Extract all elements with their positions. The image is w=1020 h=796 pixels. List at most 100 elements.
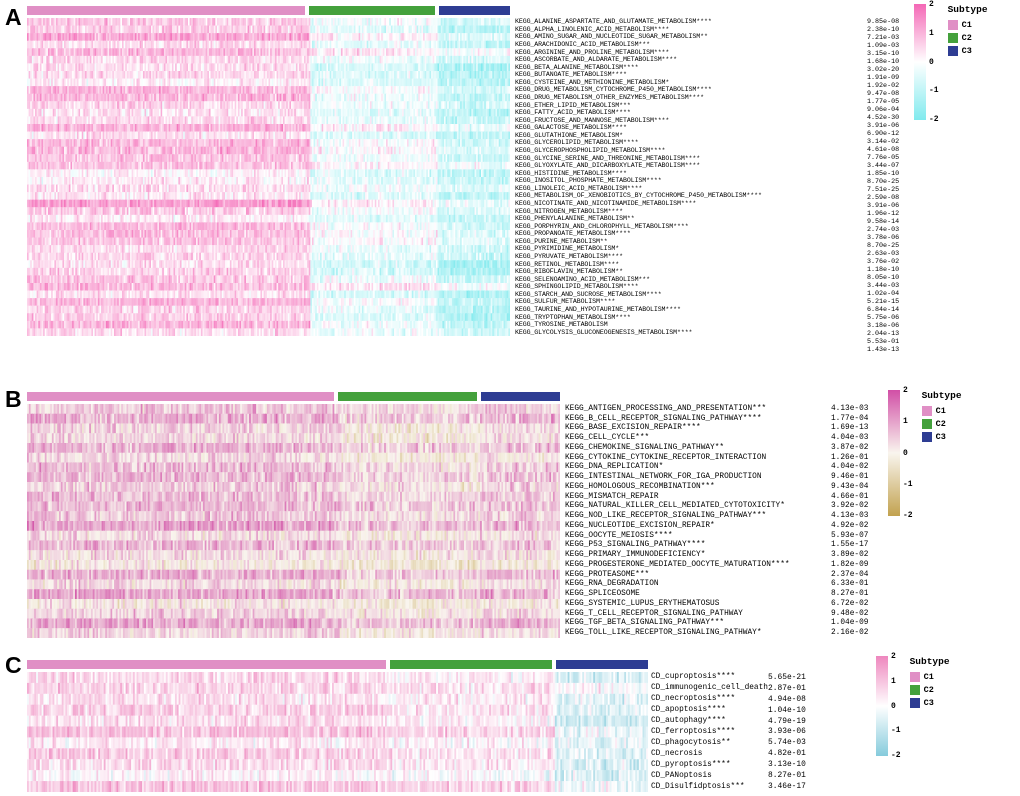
pathway-row-pvalue: 3.92e-02 xyxy=(831,502,869,511)
pathway-row-label: CD_pyroptosis**** xyxy=(651,760,731,769)
legend-swatch-C2 xyxy=(947,32,958,43)
pathway-row-pvalue: 3.46e-17 xyxy=(768,782,806,792)
pathway-row-label: CD_necroptosis**** xyxy=(651,695,736,704)
pathway-row-label: CD_Disulfidptosis*** xyxy=(651,782,745,791)
pathway-row-label: KEGG_GLUTATHIONE_METABOLISM* xyxy=(515,131,623,139)
pathway-row-pvalue: 7.76e-05 xyxy=(867,154,900,162)
pathway-row-pvalue: 1.92e-02 xyxy=(867,82,900,90)
pathway-row-label: KEGG_SULFUR_METABOLISM**** xyxy=(515,298,616,306)
colorbar-tick-label: 2 xyxy=(891,652,896,661)
pathway-row-pvalue: 9.85e-08 xyxy=(867,18,900,26)
panel-b: B KEGG_ANTIGEN_PROCESSING_AND_PRESENTATI… xyxy=(0,386,1020,648)
pathway-row-label: KEGG_INOSITOL_PHOSPHATE_METABOLISM**** xyxy=(515,177,662,185)
subtype-bar xyxy=(27,660,648,669)
legend-items: C1 C2 C3 xyxy=(921,405,962,442)
pathway-row-label: KEGG_PYRIMIDINE_METABOLISM* xyxy=(515,245,620,253)
pathway-row-label: KEGG_TOLL_LIKE_RECEPTOR_SIGNALING_PATHWA… xyxy=(565,629,762,638)
panel-label-c: C xyxy=(5,652,22,678)
pathway-row-label: CD_phagocytosis** xyxy=(651,738,731,747)
pathway-row-pvalue: 6.90e-12 xyxy=(867,130,900,138)
pathway-row-label: KEGG_DRUG_METABOLISM_OTHER_ENZYMES_METAB… xyxy=(515,93,704,101)
pathway-row-pvalue: 6.33e-01 xyxy=(831,580,869,589)
legend-swatch-C3 xyxy=(947,45,958,56)
pathway-row-pvalue: 3.14e-02 xyxy=(867,138,900,146)
pathway-row-pvalue: 4.66e-01 xyxy=(831,492,869,501)
pathway-row-label: CD_cuproptosis**** xyxy=(651,673,736,682)
heatmap-canvas xyxy=(27,404,560,638)
legend-items: C1 C2 C3 xyxy=(909,671,950,708)
pathway-row-label: KEGG_SPLICEOSOME xyxy=(565,590,640,599)
legend-item-label: C3 xyxy=(935,431,946,442)
pathway-row-pvalue: 1.04e-09 xyxy=(831,619,869,628)
pathway-row-label: KEGG_CYTOKINE_CYTOKINE_RECEPTOR_INTERACT… xyxy=(565,453,767,462)
pathway-row-label: KEGG_ETHER_LIPID_METABOLISM*** xyxy=(515,101,631,109)
subtype-bar-segment-C1 xyxy=(27,660,386,669)
pathway-row-pvalue: 8.05e-10 xyxy=(867,274,900,282)
pathway-row-pvalue: 4.92e-02 xyxy=(831,521,869,530)
pathway-row-label: KEGG_DNA_REPLICATION* xyxy=(565,463,664,472)
legend-title: Subtype xyxy=(921,390,962,401)
pathway-row-pvalue: 2.87e-01 xyxy=(768,683,806,693)
pathway-row-label: KEGG_CELL_CYCLE*** xyxy=(565,434,650,443)
colorbar-group: 2 1 0 -1 -2 xyxy=(914,0,939,124)
heatmap-canvas xyxy=(27,672,648,792)
pathway-row-label: KEGG_RNA_DEGRADATION xyxy=(565,580,659,589)
legend-item-C1: C1 xyxy=(909,671,950,682)
pathway-row-label: KEGG_HOMOLOGOUS_RECOMBINATION*** xyxy=(565,482,715,491)
pathway-row-label: KEGG_P53_SIGNALING_PATHWAY**** xyxy=(565,541,706,550)
panel-a: A KEGG_ALANINE_ASPARTATE_AND_GLUTAMATE_M… xyxy=(0,0,1020,354)
pathway-row-label: KEGG_DRUG_METABOLISM_CYTOCHROME_P450_MET… xyxy=(515,86,712,94)
pathway-row-pvalue: 4.61e-08 xyxy=(867,146,900,154)
legend-item-label: C1 xyxy=(923,671,934,682)
legend-item-C2: C2 xyxy=(947,32,988,43)
colorbar-tick-label: -2 xyxy=(903,511,913,520)
pathway-row-label: KEGG_PROTEASOME*** xyxy=(565,570,650,579)
pathway-row-label: KEGG_TYROSINE_METABOLISM xyxy=(515,321,608,329)
colorbar-tick-label: 0 xyxy=(929,57,934,67)
pathway-row-label: KEGG_TRYPTOPHAN_METABOLISM**** xyxy=(515,313,631,321)
colorbar-group: 2 1 0 -1 -2 xyxy=(888,386,913,520)
pathway-row-pvalue: 3.18e-06 xyxy=(867,322,900,330)
pathway-row-pvalue: 1.02e-04 xyxy=(867,290,900,298)
row-labels-column: CD_cuproptosis**** CD_immunogenic_cell_de… xyxy=(651,672,768,792)
pathway-row-label: KEGG_GLYOXYLATE_AND_DICARBOXYLATE_METABO… xyxy=(515,162,701,170)
pathway-row-label: KEGG_INTESTINAL_NETWORK_FOR_IGA_PRODUCTI… xyxy=(565,473,762,482)
pathway-row-pvalue: 3.87e-02 xyxy=(831,443,869,452)
subtype-bar-segment-C2 xyxy=(338,392,478,401)
pathway-row-pvalue: 3.91e-06 xyxy=(867,202,900,210)
pathway-row-pvalue: 5.75e-06 xyxy=(867,314,900,322)
legend-item-C3: C3 xyxy=(909,697,950,708)
legend-item-C3: C3 xyxy=(921,431,962,442)
pathway-row-pvalue: 4.13e-03 xyxy=(831,512,869,521)
legend-swatch-C1 xyxy=(909,671,920,682)
colorbar-tick-label: -1 xyxy=(929,86,939,96)
pathway-row-pvalue: 3.15e-10 xyxy=(867,50,900,58)
pathway-row-label: KEGG_SPHINGOLIPID_METABOLISM**** xyxy=(515,283,639,291)
pathway-row-label: KEGG_GALACTOSE_METABOLISM**** xyxy=(515,124,627,132)
pathway-row-pvalue: 9.47e-08 xyxy=(867,90,900,98)
pathway-row-label: KEGG_NOD_LIKE_RECEPTOR_SIGNALING_PATHWAY… xyxy=(565,512,767,521)
pathway-row-pvalue: 1.91e-09 xyxy=(867,74,900,82)
subtype-legend: Subtype C1 C2 C3 xyxy=(947,4,988,120)
pathway-row-pvalue: 8.70e-25 xyxy=(867,242,900,250)
pathway-row-pvalue: 5.21e-15 xyxy=(867,298,900,306)
pathway-row-pvalue: 5.74e-03 xyxy=(768,738,806,748)
legend-item-C1: C1 xyxy=(921,405,962,416)
pathway-row-pvalue: 8.70e-25 xyxy=(867,178,900,186)
pathway-row-pvalue: 2.04e-13 xyxy=(867,330,900,338)
pathway-row-label: CD_PANoptosis xyxy=(651,771,712,780)
pathway-row-label: KEGG_BASE_EXCISION_REPAIR**** xyxy=(565,424,701,433)
legend-item-label: C1 xyxy=(961,19,972,30)
legend-title: Subtype xyxy=(947,4,988,15)
legend: 2 1 0 -1 -2 Subtype C1 C2 C3 xyxy=(914,0,988,124)
pathway-row-pvalue: 1.55e-17 xyxy=(831,541,869,550)
pathway-row-pvalue: 9.48e-02 xyxy=(831,609,869,618)
panel-label-a: A xyxy=(5,4,22,30)
pathway-row-label: KEGG_NATURAL_KILLER_CELL_MEDIATED_CYTOTO… xyxy=(565,502,785,511)
legend-swatch-C2 xyxy=(921,418,932,429)
panel-label-b: B xyxy=(5,386,22,412)
pathway-row-pvalue: 5.65e-21 xyxy=(768,672,806,682)
legend-swatch-C2 xyxy=(909,684,920,695)
pathway-row-label: KEGG_FRUCTOSE_AND_MANNOSE_METABOLISM**** xyxy=(515,116,670,124)
